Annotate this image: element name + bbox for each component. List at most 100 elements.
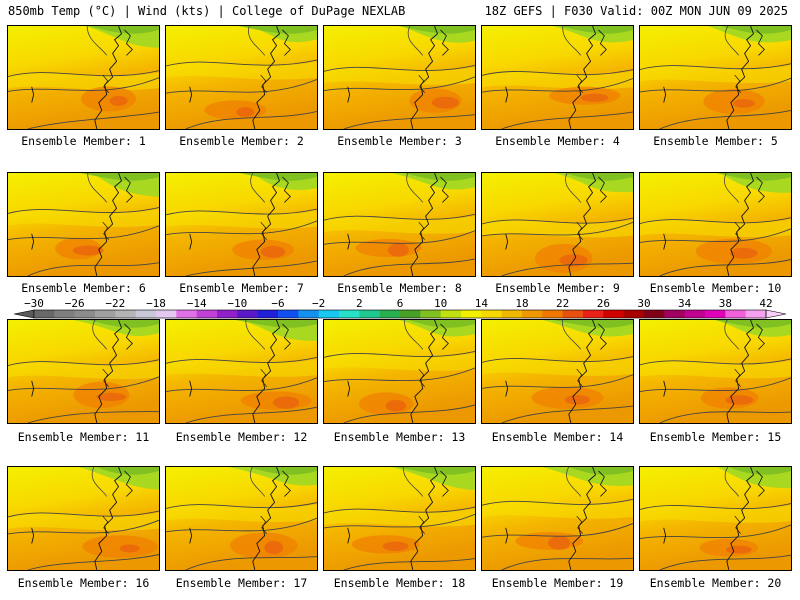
temperature-colorbar: −30 −26 −22 −18 −14 −10 −6 −2 2 6 10 14 18 22 26 30 34 38… <box>0 296 800 322</box>
colorbar-bin <box>359 310 381 318</box>
ensemble-map-panel <box>323 172 476 277</box>
ensemble-map-panel <box>165 25 318 130</box>
colorbar-tick-label: 6 <box>397 297 404 310</box>
colorbar-bin <box>522 310 543 318</box>
colorbar-tick-label: −10 <box>227 297 247 310</box>
colorbar-bin <box>623 310 645 318</box>
ensemble-member-label: Ensemble Member: 18 <box>333 576 466 590</box>
colorbar-bin <box>298 310 320 318</box>
ensemble-member-label: Ensemble Member: 6 <box>21 281 146 295</box>
colorbar-tick-label: −26 <box>65 297 85 310</box>
ensemble-member-label: Ensemble Member: 14 <box>491 430 624 444</box>
ensemble-map-panel <box>481 466 634 571</box>
ensemble-member-label: Ensemble Member: 5 <box>653 134 778 148</box>
colorbar-bin <box>440 310 462 318</box>
colorbar-tick-label: −2 <box>312 297 325 310</box>
colorbar-tick-label: 30 <box>637 297 650 310</box>
colorbar-tick-label: 26 <box>597 297 610 310</box>
colorbar-bin <box>684 310 706 318</box>
colorbar-tick-label: −22 <box>105 297 125 310</box>
ensemble-map-panel <box>165 172 318 277</box>
colorbar-bin <box>95 310 116 318</box>
colorbar-bin <box>34 310 55 318</box>
colorbar-bin <box>461 310 482 318</box>
colorbar-tick-label: 10 <box>434 297 447 310</box>
colorbar-bin <box>74 310 96 318</box>
ensemble-member-label: Ensemble Member: 17 <box>175 576 308 590</box>
colorbar-bin <box>583 310 604 318</box>
colorbar-bin <box>501 310 523 318</box>
ensemble-map-panel <box>165 319 318 424</box>
colorbar-bin <box>257 310 279 318</box>
ensemble-member-label: Ensemble Member: 13 <box>333 430 466 444</box>
colorbar-bin <box>135 310 157 318</box>
ensemble-map-panel <box>481 25 634 130</box>
colorbar-bin <box>54 310 76 318</box>
colorbar-tick-label: 34 <box>678 297 692 310</box>
colorbar-bin <box>379 310 401 318</box>
map-title: 850mb Temp (°C) | Wind (kts) | College o… <box>8 4 406 18</box>
colorbar-bin <box>420 310 442 318</box>
colorbar-bin <box>237 310 259 318</box>
colorbar-bin <box>644 310 665 318</box>
ensemble-map-panel <box>639 466 792 571</box>
ensemble-map-panel <box>7 172 160 277</box>
ensemble-member-label: Ensemble Member: 2 <box>179 134 304 148</box>
colorbar-bin <box>481 310 503 318</box>
colorbar-bin <box>725 310 747 318</box>
colorbar-bin <box>217 310 238 318</box>
colorbar-bin <box>339 310 360 318</box>
colorbar-bin <box>318 310 340 318</box>
colorbar-bin <box>278 310 299 318</box>
ensemble-member-label: Ensemble Member: 10 <box>649 281 782 295</box>
ensemble-member-label: Ensemble Member: 20 <box>649 576 782 590</box>
ensemble-member-label: Ensemble Member: 1 <box>21 134 146 148</box>
colorbar-bin <box>603 310 625 318</box>
colorbar-bin <box>562 310 584 318</box>
ensemble-map-panel <box>481 172 634 277</box>
ensemble-map-panel <box>639 172 792 277</box>
colorbar-bin <box>745 310 767 318</box>
colorbar-tick-label: −18 <box>146 297 166 310</box>
ensemble-member-label: Ensemble Member: 4 <box>495 134 620 148</box>
colorbar-tick-label: 2 <box>356 297 363 310</box>
colorbar-tick-label: 38 <box>719 297 732 310</box>
ensemble-map-panel <box>165 466 318 571</box>
ensemble-map-panel <box>639 25 792 130</box>
ensemble-member-label: Ensemble Member: 8 <box>337 281 462 295</box>
colorbar-bin <box>176 310 198 318</box>
ensemble-map-panel <box>323 466 476 571</box>
ensemble-map-panel <box>7 319 160 424</box>
colorbar-bin <box>664 310 686 318</box>
ensemble-map-panel <box>7 25 160 130</box>
colorbar-tick-label: 42 <box>759 297 772 310</box>
colorbar-tick-label: −30 <box>24 297 44 310</box>
colorbar-max-arrow <box>765 309 787 319</box>
colorbar-tick-label: −6 <box>271 297 284 310</box>
ensemble-member-label: Ensemble Member: 19 <box>491 576 624 590</box>
ensemble-member-label: Ensemble Member: 9 <box>495 281 620 295</box>
ensemble-member-label: Ensemble Member: 15 <box>649 430 782 444</box>
colorbar-bin <box>400 310 421 318</box>
valid-time: 18Z GEFS | F030 Valid: 00Z MON JUN 09 20… <box>484 4 788 18</box>
ensemble-member-label: Ensemble Member: 3 <box>337 134 462 148</box>
ensemble-map-panel <box>323 319 476 424</box>
colorbar-min-arrow <box>13 309 35 319</box>
colorbar-bin <box>156 310 177 318</box>
colorbar-tick-label: 14 <box>475 297 489 310</box>
ensemble-member-label: Ensemble Member: 7 <box>179 281 304 295</box>
ensemble-map-panel <box>323 25 476 130</box>
colorbar-bin <box>196 310 218 318</box>
ensemble-map-panel <box>481 319 634 424</box>
colorbar-tick-label: 18 <box>515 297 528 310</box>
colorbar-bin <box>542 310 564 318</box>
colorbar-tick-label: 22 <box>556 297 569 310</box>
ensemble-member-label: Ensemble Member: 11 <box>17 430 150 444</box>
colorbar-bin <box>705 310 726 318</box>
ensemble-map-panel <box>639 319 792 424</box>
ensemble-map-panel <box>7 466 160 571</box>
ensemble-member-label: Ensemble Member: 12 <box>175 430 308 444</box>
colorbar-tick-label: −14 <box>187 297 207 310</box>
colorbar-bin <box>115 310 137 318</box>
colorbar-graphic: −30 −26 −22 −18 −14 −10 −6 −2 2 6 10 14 18 22 26 30 34 38… <box>13 297 787 319</box>
